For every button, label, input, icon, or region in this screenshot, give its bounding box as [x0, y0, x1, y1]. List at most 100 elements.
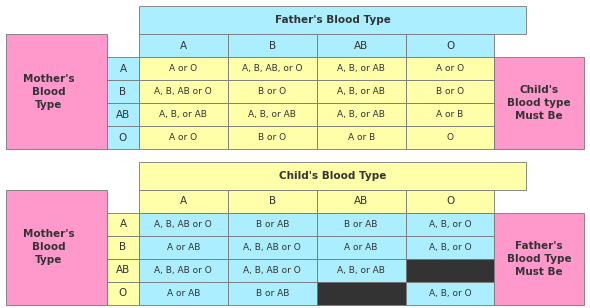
- Text: B or AB: B or AB: [255, 220, 289, 229]
- Text: B or O: B or O: [258, 133, 286, 142]
- Bar: [139, 6, 526, 34]
- Text: A, B, or AB: A, B, or AB: [337, 110, 385, 119]
- Bar: [107, 103, 139, 126]
- Text: O: O: [446, 41, 454, 51]
- Bar: [405, 57, 494, 80]
- Bar: [228, 103, 317, 126]
- Bar: [107, 213, 139, 236]
- Text: A, B, AB or O: A, B, AB or O: [243, 243, 301, 252]
- Bar: [405, 103, 494, 126]
- Bar: [317, 126, 405, 149]
- Bar: [228, 34, 317, 57]
- Bar: [107, 80, 139, 103]
- Text: Child's
Blood type
Must Be: Child's Blood type Must Be: [507, 85, 571, 121]
- Text: A, B, or AB: A, B, or AB: [337, 266, 385, 275]
- Bar: [317, 282, 405, 305]
- Bar: [107, 126, 139, 149]
- Bar: [228, 80, 317, 103]
- Bar: [228, 259, 317, 282]
- Text: O: O: [447, 133, 454, 142]
- Bar: [405, 190, 494, 213]
- Text: A, B, or AB: A, B, or AB: [337, 64, 385, 73]
- Bar: [494, 213, 584, 305]
- Bar: [405, 236, 494, 259]
- Bar: [317, 190, 405, 213]
- Text: A: A: [119, 63, 126, 74]
- Text: A, B, or AB: A, B, or AB: [337, 87, 385, 96]
- Text: Child's Blood Type: Child's Blood Type: [279, 171, 386, 181]
- Text: B or O: B or O: [436, 87, 464, 96]
- Text: A, B, AB or O: A, B, AB or O: [243, 266, 301, 275]
- Text: A, B, AB or O: A, B, AB or O: [155, 220, 212, 229]
- Text: A or AB: A or AB: [345, 243, 378, 252]
- Text: B: B: [119, 242, 126, 252]
- Bar: [139, 103, 228, 126]
- Bar: [139, 80, 228, 103]
- Text: A, B, or O: A, B, or O: [429, 220, 471, 229]
- Text: A or O: A or O: [169, 133, 198, 142]
- Bar: [139, 259, 228, 282]
- Bar: [228, 236, 317, 259]
- Text: A or AB: A or AB: [166, 289, 200, 298]
- Text: O: O: [119, 288, 127, 298]
- Bar: [139, 213, 228, 236]
- Bar: [139, 162, 526, 190]
- Bar: [107, 236, 139, 259]
- Bar: [139, 34, 228, 57]
- Bar: [317, 213, 405, 236]
- Bar: [139, 126, 228, 149]
- Bar: [139, 282, 228, 305]
- Text: A or AB: A or AB: [166, 243, 200, 252]
- Bar: [317, 34, 405, 57]
- Bar: [228, 126, 317, 149]
- Text: B or AB: B or AB: [255, 289, 289, 298]
- Bar: [228, 190, 317, 213]
- Text: B or AB: B or AB: [345, 220, 378, 229]
- Text: Father's
Blood Type
Must Be: Father's Blood Type Must Be: [507, 241, 572, 277]
- Bar: [6, 34, 107, 149]
- Bar: [107, 259, 139, 282]
- Bar: [228, 282, 317, 305]
- Text: A, B, AB or O: A, B, AB or O: [155, 266, 212, 275]
- Bar: [6, 190, 107, 305]
- Text: Father's Blood Type: Father's Blood Type: [275, 15, 391, 25]
- Bar: [405, 213, 494, 236]
- Text: O: O: [119, 133, 127, 143]
- Text: A, B, or AB: A, B, or AB: [248, 110, 296, 119]
- Bar: [228, 57, 317, 80]
- Bar: [107, 57, 139, 80]
- Text: AB: AB: [116, 265, 130, 275]
- Text: B or O: B or O: [258, 87, 286, 96]
- Text: A, B, AB or O: A, B, AB or O: [155, 87, 212, 96]
- Bar: [405, 282, 494, 305]
- Bar: [107, 282, 139, 305]
- Text: A: A: [119, 219, 126, 229]
- Text: B: B: [268, 41, 276, 51]
- Bar: [405, 34, 494, 57]
- Bar: [317, 57, 405, 80]
- Bar: [317, 103, 405, 126]
- Text: Mother's
Blood
Type: Mother's Blood Type: [22, 229, 74, 265]
- Text: A or B: A or B: [348, 133, 375, 142]
- Text: A or O: A or O: [169, 64, 198, 73]
- Bar: [317, 80, 405, 103]
- Text: AB: AB: [116, 110, 130, 120]
- Bar: [405, 126, 494, 149]
- Text: A, B, or AB: A, B, or AB: [159, 110, 207, 119]
- Bar: [405, 259, 494, 282]
- Bar: [317, 236, 405, 259]
- Text: AB: AB: [354, 196, 368, 206]
- Text: A or O: A or O: [436, 64, 464, 73]
- Text: Mother's
Blood
Type: Mother's Blood Type: [22, 74, 74, 110]
- Text: A: A: [180, 196, 187, 206]
- Text: A, B, or O: A, B, or O: [429, 243, 471, 252]
- Bar: [228, 213, 317, 236]
- Bar: [405, 80, 494, 103]
- Bar: [139, 236, 228, 259]
- Bar: [139, 190, 228, 213]
- Text: A or B: A or B: [437, 110, 464, 119]
- Text: A, B, AB, or O: A, B, AB, or O: [242, 64, 303, 73]
- Bar: [317, 259, 405, 282]
- Text: AB: AB: [354, 41, 368, 51]
- Text: A, B, or O: A, B, or O: [429, 289, 471, 298]
